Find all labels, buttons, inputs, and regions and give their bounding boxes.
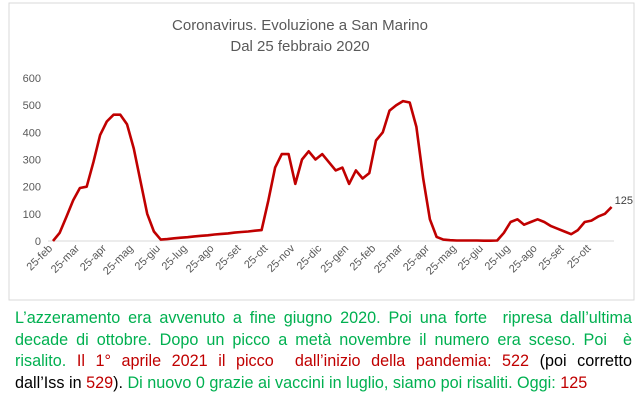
series-line	[51, 99, 613, 242]
x-tick-label: 25-mag	[424, 243, 459, 278]
x-tick-label: 25-nov	[265, 242, 298, 275]
caption-line: risalito. Il 1° aprile 2021 il picco dal…	[15, 351, 632, 373]
caption-segment: (poi corretto	[529, 352, 632, 371]
x-tick-label: 25-mag	[101, 243, 136, 278]
chart-border	[8, 2, 635, 301]
caption-segment: 529	[86, 374, 114, 393]
x-tick-label: 25-mar	[372, 242, 405, 275]
x-tick-label: 25-giu	[456, 243, 486, 273]
x-tick-label: 25-giu	[133, 243, 163, 273]
caption-line: L’azzeramento era avvenuto a fine giugno…	[15, 308, 632, 330]
caption-line: decade di ottobre. Dopo un picco a metà …	[15, 330, 632, 352]
y-tick-label: 500	[23, 100, 41, 112]
caption-segment: risalito.	[15, 352, 67, 371]
x-tick-label: 25-ago	[184, 243, 217, 276]
x-tick-label: 25-gen	[319, 243, 352, 276]
y-tick-label: 600	[23, 73, 41, 85]
y-tick-label: 400	[23, 127, 41, 139]
x-tick-label: 25-ott	[565, 243, 593, 271]
x-tick-label: 25-ago	[507, 243, 540, 276]
y-tick-label: 300	[23, 155, 41, 167]
chart-subtitle: Dal 25 febbraio 2020	[230, 38, 369, 55]
caption: L’azzeramento era avvenuto a fine giugno…	[15, 308, 632, 395]
caption-segment: L’azzeramento era avvenuto a fine giugno…	[15, 309, 632, 327]
caption-segment: Il 1° aprile 2021 il picco dall’inizio d…	[66, 352, 530, 371]
chart-title: Coronavirus. Evoluzione a San Marino	[172, 17, 428, 34]
caption-line: dall’Iss in 529). Di nuovo 0 grazie ai v…	[15, 373, 632, 395]
caption-segment: ).	[113, 374, 128, 393]
x-tick-label: 25-set	[213, 243, 243, 273]
data-label: 125	[615, 195, 633, 207]
y-tick-label: 200	[23, 182, 41, 194]
caption-segment: Di nuovo 0 grazie ai vaccini in luglio, …	[127, 374, 561, 393]
y-tick-label: 100	[23, 209, 41, 221]
caption-segment: decade di ottobre. Dopo un picco a metà …	[15, 330, 632, 349]
caption-segment: 125	[560, 374, 588, 393]
x-tick-label: 25-mar	[49, 242, 82, 275]
x-tick-label: 25-set	[536, 243, 566, 273]
caption-segment: dall’Iss in	[15, 374, 87, 393]
chart: Coronavirus. Evoluzione a San Marino Dal…	[8, 2, 635, 301]
y-tick-label: 0	[35, 236, 41, 248]
